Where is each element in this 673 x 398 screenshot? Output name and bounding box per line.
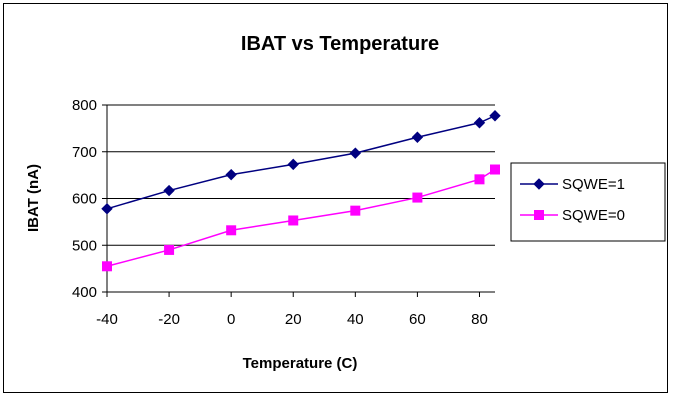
series-1-point [473, 117, 486, 129]
series-2-line [106, 168, 496, 268]
series-2-point [490, 164, 500, 175]
series-2-point [350, 205, 361, 216]
legend: SQWE=1 SQWE=0 [510, 162, 666, 242]
grid-lines [107, 104, 495, 246]
series-1-point [287, 158, 299, 171]
y-tick-label: 400 [72, 284, 97, 301]
series-2-point [288, 215, 299, 226]
series-layer [101, 110, 501, 272]
series-1-point [225, 168, 237, 181]
chart-title: IBAT vs Temperature [241, 33, 439, 55]
series-1-point [489, 110, 501, 122]
series-1-point [101, 203, 113, 215]
series-2-point [102, 261, 112, 272]
x-tick-label: 80 [471, 311, 488, 328]
axis-ticks: 400 500 600 700 800 -40 -20 0 20 40 60 80 [72, 97, 488, 328]
y-tick-label: 800 [72, 97, 97, 114]
legend-items: SQWE=1 SQWE=0 [520, 176, 625, 224]
series-2-point [226, 225, 237, 236]
y-tick-label: 600 [72, 191, 97, 208]
legend-swatch-marker [534, 210, 544, 220]
y-tick-label: 500 [72, 237, 97, 254]
series-2 [102, 164, 500, 272]
legend-label: SQWE=0 [562, 207, 625, 224]
series-2-point [164, 244, 175, 255]
series-1-point [349, 147, 362, 159]
series-1 [101, 110, 501, 215]
series-2-point [474, 174, 485, 185]
y-tick-label: 700 [72, 144, 97, 161]
series-2-point [412, 192, 423, 203]
legend-swatch-marker [533, 178, 545, 190]
x-tick-label: 0 [227, 311, 235, 328]
series-1-point [163, 184, 175, 197]
legend-label: SQWE=1 [562, 176, 625, 193]
x-tick-label: -20 [158, 311, 180, 328]
x-tick-label: 20 [285, 311, 302, 328]
x-tick-label: 40 [347, 311, 364, 328]
y-axis-title: IBAT (nA) [25, 164, 42, 232]
series-1-line [106, 115, 496, 210]
x-axis-title: Temperature (C) [243, 355, 358, 372]
legend-item-2: SQWE=0 [520, 207, 625, 224]
series-1-point [411, 131, 424, 143]
x-tick-label: 60 [409, 311, 426, 328]
x-tick-label: -40 [96, 311, 118, 328]
legend-box [510, 162, 666, 242]
legend-item-1: SQWE=1 [520, 176, 625, 193]
